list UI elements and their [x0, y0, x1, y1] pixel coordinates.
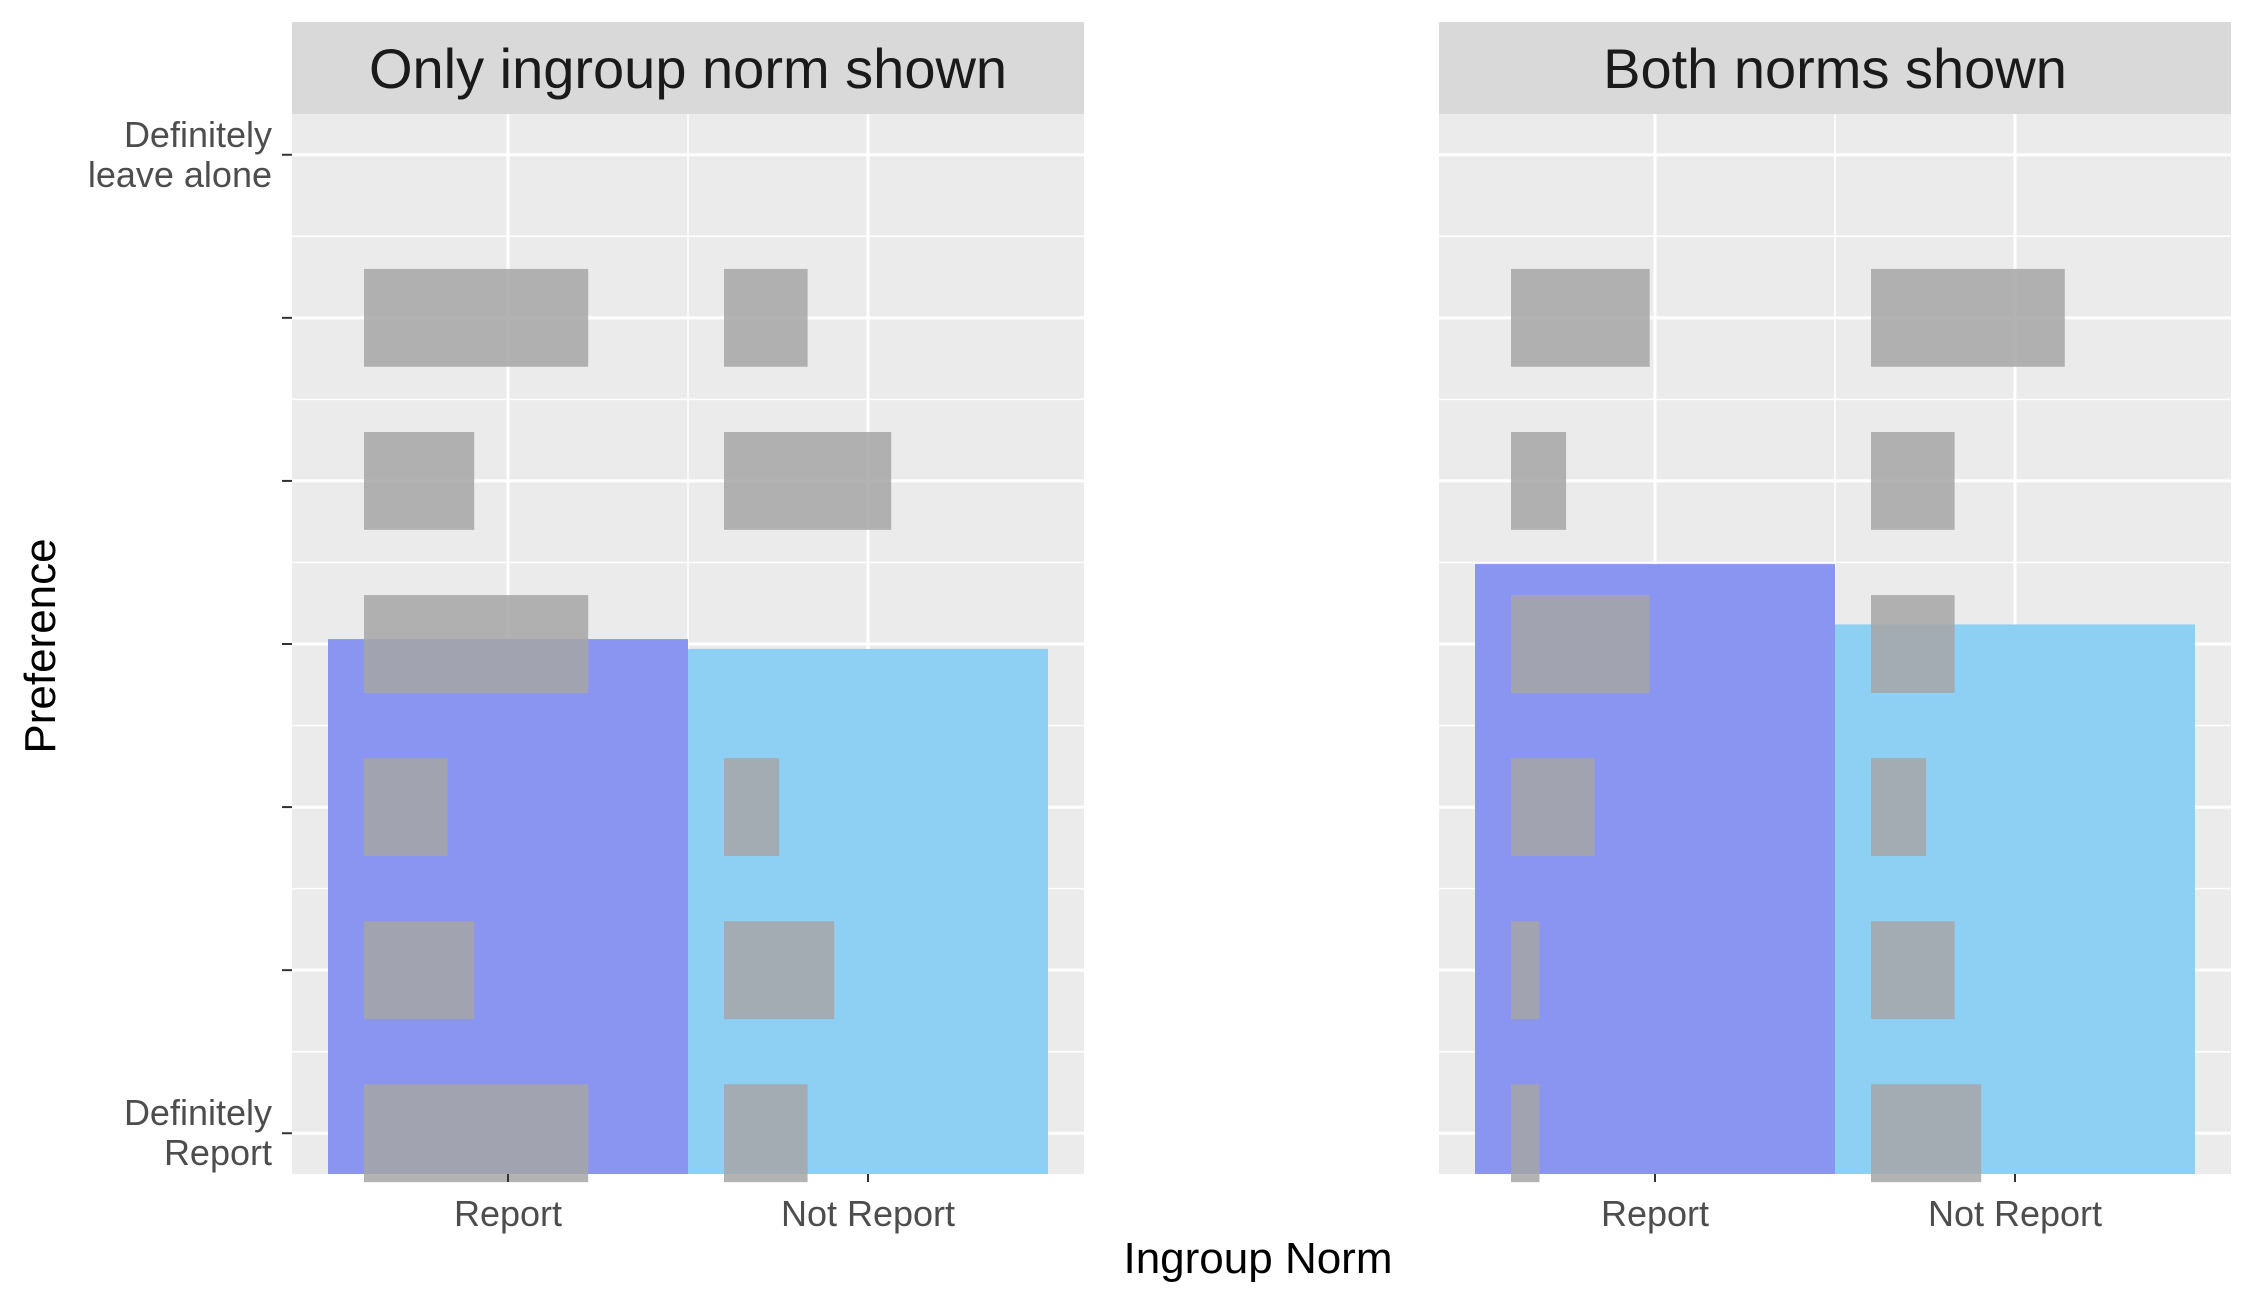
- facet-title: Both norms shown: [1603, 37, 2067, 100]
- mean-bar-not-report: [1835, 624, 2195, 1174]
- response-bar: [724, 921, 835, 1020]
- y-axis-title: Preference: [16, 538, 65, 753]
- response-bar: [364, 268, 589, 367]
- x-tick-label: Not Report: [781, 1193, 955, 1234]
- response-bar: [1871, 758, 1927, 856]
- response-bar: [364, 921, 475, 1020]
- x-tick-label: Report: [1601, 1193, 1709, 1234]
- y-tick-label-line: Report: [164, 1132, 272, 1173]
- response-bar: [1871, 268, 2065, 367]
- facet-title: Only ingroup norm shown: [369, 37, 1007, 100]
- response-bar: [1511, 268, 1650, 367]
- x-axis-title: Ingroup Norm: [1123, 1234, 1392, 1283]
- response-bar: [1511, 595, 1650, 693]
- facet-panel: Both norms shown Report Not Report: [1439, 22, 2231, 1234]
- y-tick-label-line: leave alone: [88, 154, 272, 195]
- response-bar: [1871, 432, 1955, 530]
- facet-panel: Only ingroup norm shown Report Not Report: [292, 22, 1084, 1234]
- response-bar: [724, 1084, 808, 1183]
- response-bar: [364, 1084, 589, 1183]
- x-tick-label: Not Report: [1928, 1193, 2102, 1234]
- response-bar: [724, 268, 808, 367]
- y-tick-label: Definitely leave alone: [88, 114, 272, 195]
- response-bar: [1871, 595, 1955, 693]
- response-bar: [364, 758, 448, 856]
- response-bar: [1511, 432, 1567, 530]
- response-bar: [1871, 921, 1955, 1020]
- response-bar: [724, 758, 780, 856]
- response-bar: [364, 432, 475, 530]
- facet-strip: [292, 22, 1084, 114]
- response-bar: [1511, 921, 1540, 1020]
- x-tick-label: Report: [454, 1193, 562, 1234]
- response-bar: [1511, 758, 1595, 856]
- response-bar: [1871, 1084, 1982, 1183]
- y-tick-label-line: Definitely: [124, 1092, 272, 1133]
- y-tick-label-line: Definitely: [124, 114, 272, 155]
- response-bar: [364, 595, 589, 693]
- facet-strip: [1439, 22, 2231, 114]
- y-tick-label: Definitely Report: [124, 1092, 272, 1173]
- response-bar: [724, 432, 892, 530]
- response-bar: [1511, 1084, 1540, 1183]
